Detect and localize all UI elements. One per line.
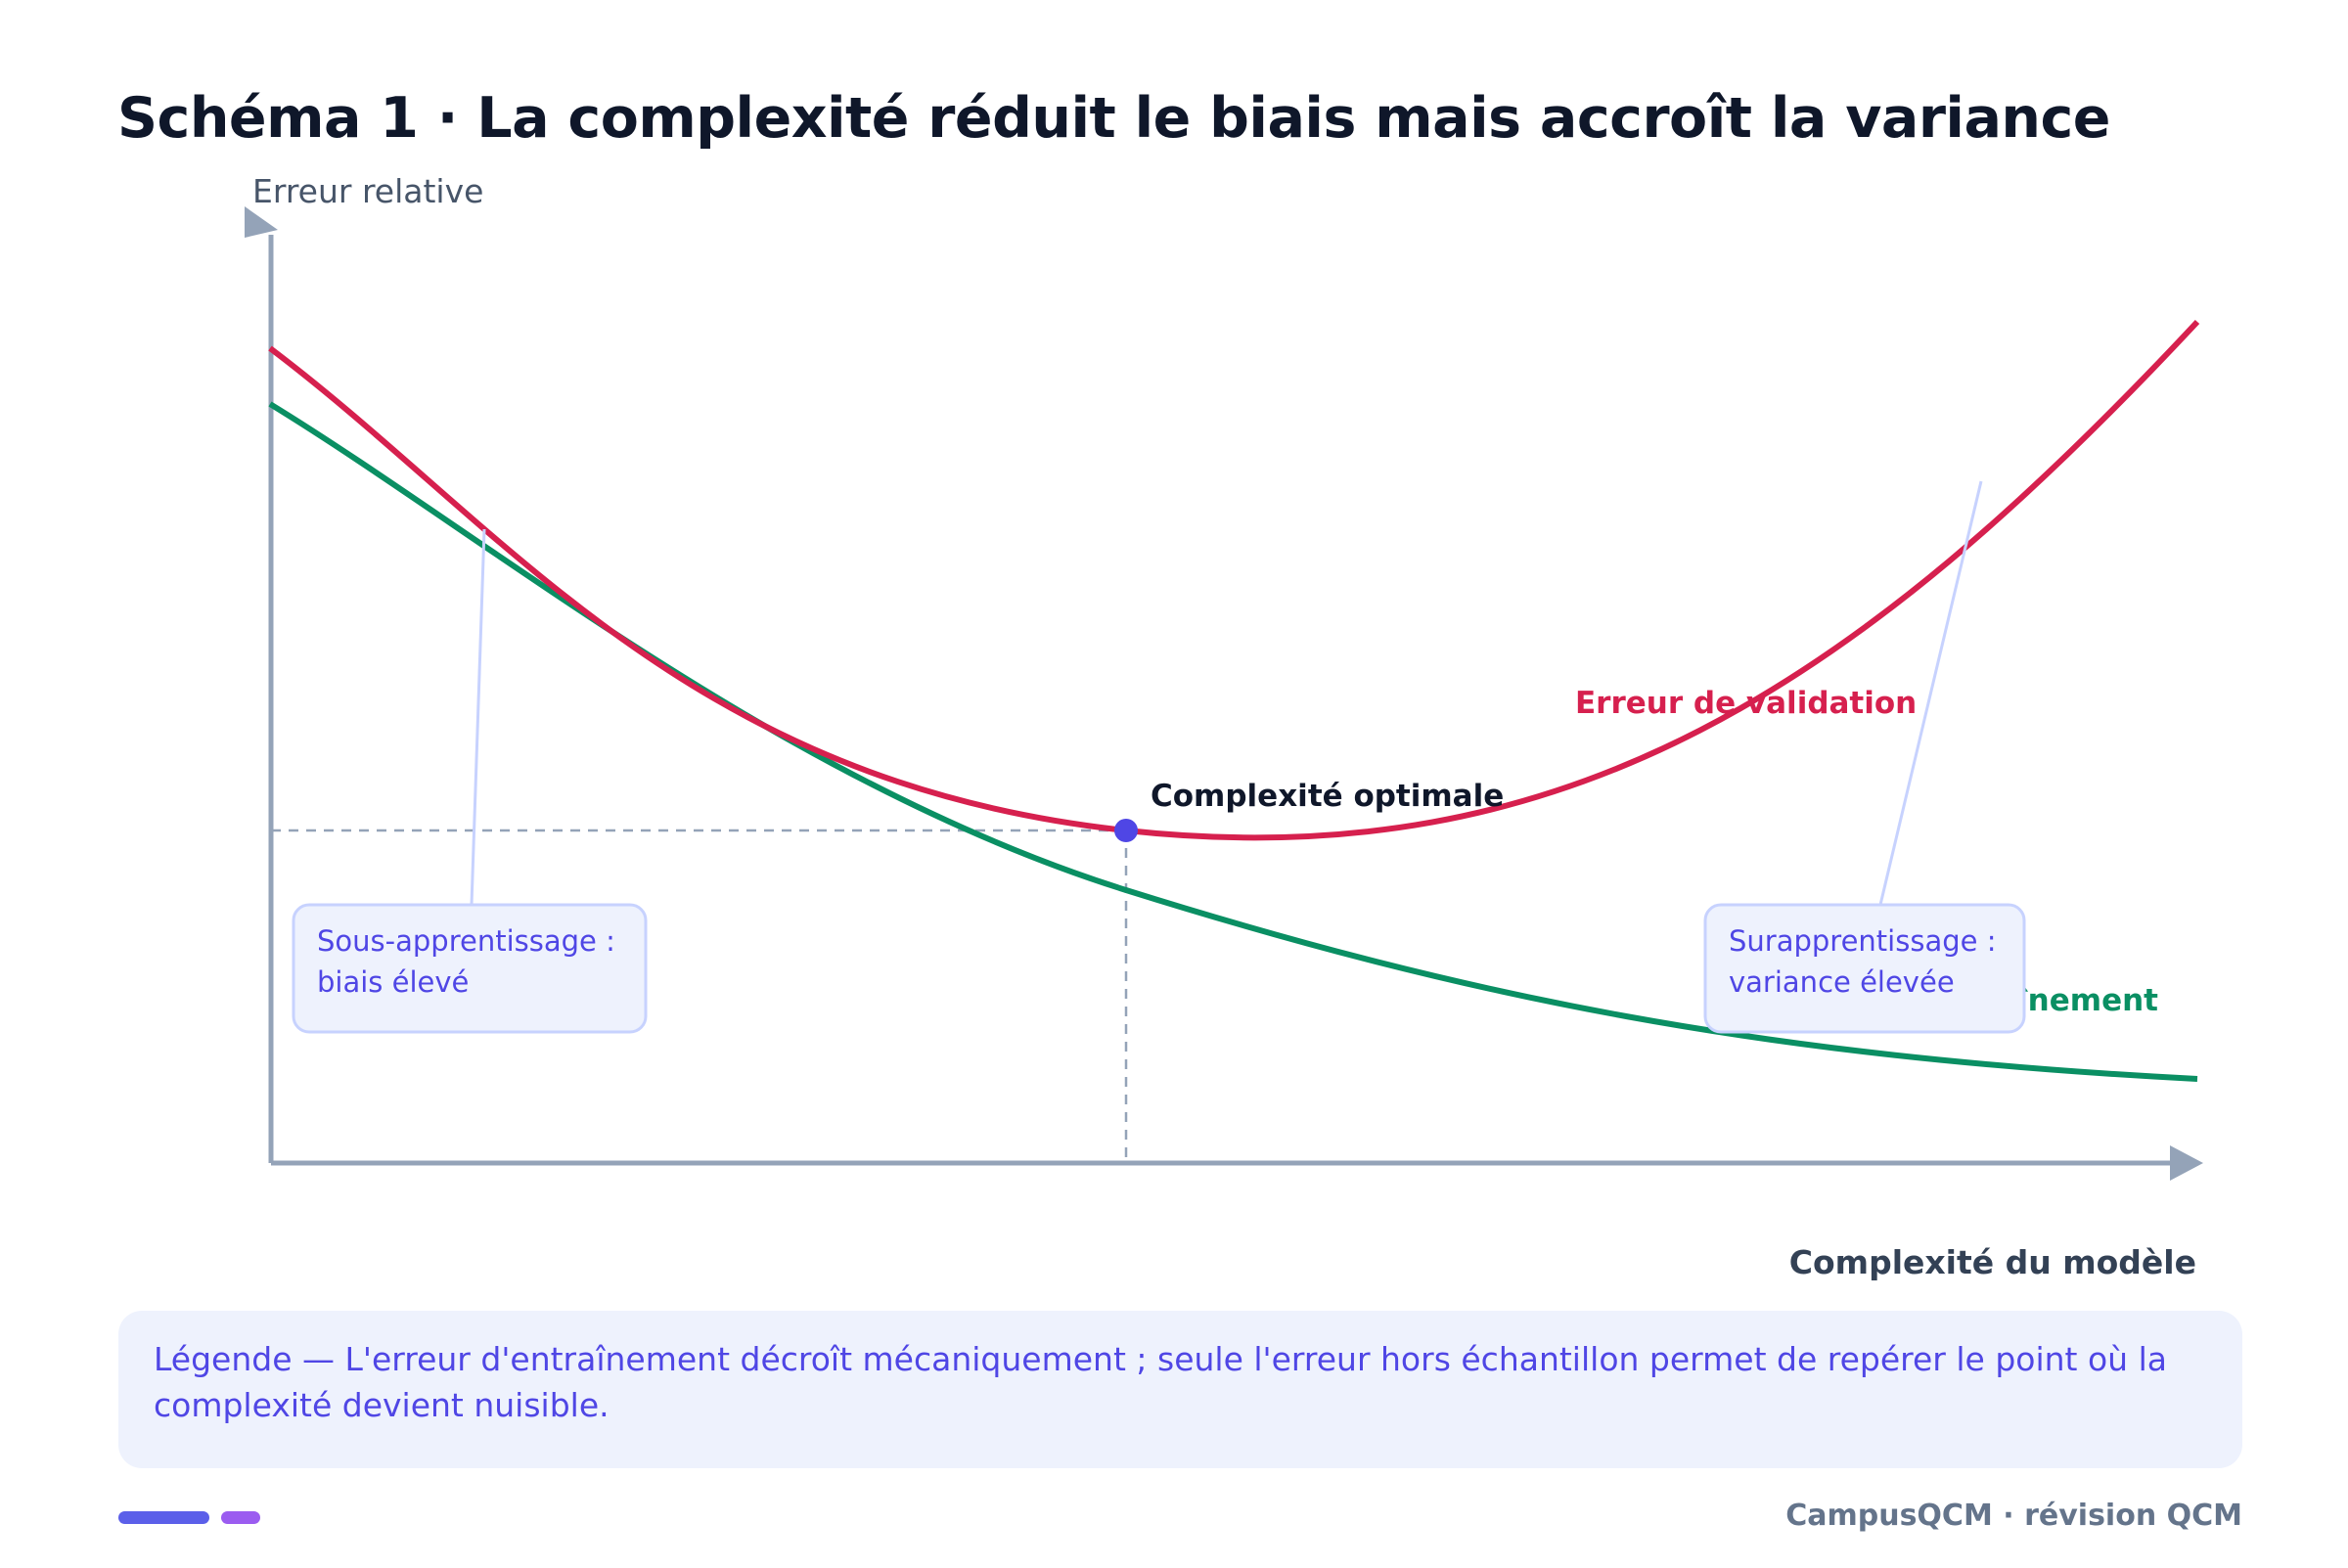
legend-text: Légende — L'erreur d'entraînement décroî…: [154, 1340, 2167, 1424]
footer-brand: CampusQCM · révision QCM: [1785, 1499, 2242, 1533]
overfitting-line-1: Surapprentissage :: [1729, 924, 1996, 958]
underfitting-line-2: biais élevé: [317, 965, 469, 999]
validation-error-curve: [268, 319, 2200, 841]
underfitting-line-1: Sous-apprentissage :: [317, 924, 615, 958]
training-error-curve: [268, 401, 2198, 1082]
brand-accent-bar-secondary: [221, 1511, 260, 1524]
brand-accent-bar: [118, 1511, 209, 1524]
overfitting-leader-line: [1878, 480, 1983, 906]
overfitting-line-2: variance élevée: [1729, 965, 1955, 999]
underfitting-callout: Sous-apprentissage : biais élevé: [292, 903, 648, 1034]
legend-box: Légende — L'erreur d'entraînement décroî…: [118, 1311, 2242, 1468]
y-axis-arrow-icon: [245, 206, 278, 238]
page-title: Schéma 1 · La complexité réduit le biais…: [117, 86, 2110, 151]
validation-curve-label: Erreur de validation: [1575, 686, 1917, 721]
optimum-point: [1114, 819, 1138, 842]
x-axis-label: Complexité du modèle: [1789, 1243, 2196, 1281]
overfitting-callout: Surapprentissage : variance élevée: [1703, 903, 2026, 1034]
y-axis-label: Erreur relative: [252, 172, 483, 210]
optimum-label: Complexité optimale: [1151, 779, 1504, 814]
underfitting-leader-line: [470, 528, 486, 906]
x-axis-arrow-icon: [2170, 1145, 2203, 1181]
